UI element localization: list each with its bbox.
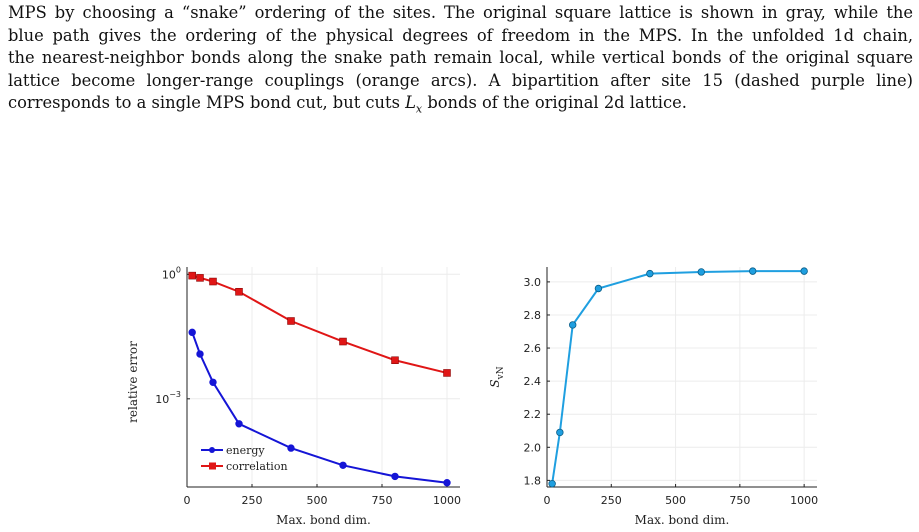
x-tick-label: 1000 <box>433 494 461 507</box>
y-tick-label: 100 <box>162 265 181 281</box>
data-point <box>209 378 217 386</box>
data-point <box>391 356 399 364</box>
legend-marker <box>209 447 215 453</box>
data-point <box>339 337 347 346</box>
data-point <box>235 287 243 296</box>
x-tick-label: 250 <box>601 494 622 507</box>
caption-line: the nearest-neighbor bonds along the sna… <box>8 48 913 68</box>
y-tick-label: 10−3 <box>155 390 181 406</box>
y-axis-label: SvN <box>488 366 506 387</box>
x-tick-label: 500 <box>665 494 686 507</box>
x-tick-label: 500 <box>307 494 328 507</box>
data-point <box>556 428 564 437</box>
y-axis-label: relative error <box>126 341 140 423</box>
figure-caption: MPS by choosing a “snake” ordering of th… <box>8 2 913 121</box>
data-point <box>569 321 577 329</box>
data-point <box>697 268 705 276</box>
chart-panel-2: 0 250 500 750 1000 1.8 2.0 2.2 2.4 2.6 2.8 3.0 Max. … <box>488 267 818 527</box>
x-axis-label: Max. bond dim. <box>635 513 730 527</box>
caption-line: lattice become longer-range couplings (o… <box>8 70 913 90</box>
y-tick-label: 2.4 <box>524 375 542 388</box>
data-point <box>235 420 243 428</box>
data-point <box>646 269 654 278</box>
x-tick-label: 750 <box>372 494 393 507</box>
y-tick-label: 3.0 <box>524 276 542 289</box>
data-point <box>287 444 295 452</box>
data-point <box>339 461 347 469</box>
caption-math: Lx <box>405 93 423 116</box>
caption-line: MPS by choosing a “snake” ordering of th… <box>8 3 913 22</box>
data-point <box>443 369 451 377</box>
y-tick-label: 2.8 <box>524 309 542 322</box>
x-tick-label: 0 <box>544 494 551 507</box>
data-point <box>749 267 757 275</box>
y-tick-label: 2.6 <box>524 342 542 355</box>
legend-label-energy: energy <box>226 444 265 457</box>
data-point <box>594 284 603 293</box>
x-tick-label: 750 <box>729 494 750 507</box>
data-point <box>196 350 204 358</box>
caption-text: corresponds to a single MPS bond cut, bu… <box>8 93 406 113</box>
series-line-entropy <box>551 270 805 484</box>
y-tick-label: 2.2 <box>524 408 542 421</box>
data-point <box>188 271 196 280</box>
data-point <box>188 328 196 337</box>
data-point <box>196 274 204 282</box>
data-point <box>800 267 808 275</box>
series-line-correlation <box>191 274 448 374</box>
y-tick-label: 1.8 <box>524 474 542 487</box>
caption-line: corresponds to a single MPS bond cut, bu… <box>8 92 913 121</box>
data-point <box>443 479 451 487</box>
x-axis-label: Max. bond dim. <box>276 513 371 527</box>
chart-panel-1: 0 250 500 750 1000 100 10−3 Max. bond dim. relat… <box>126 265 461 527</box>
x-tick-label: 250 <box>242 494 263 507</box>
y-tick-label: 2.0 <box>524 441 542 454</box>
legend-label-correlation: correlation <box>226 460 288 473</box>
data-point <box>209 277 217 286</box>
data-point <box>548 479 556 488</box>
caption-line: blue path gives the ordering of the phys… <box>8 25 913 45</box>
x-tick-label: 0 <box>184 494 191 507</box>
caption-text: bonds of the original 2d lattice. <box>422 93 687 113</box>
data-point <box>287 317 295 325</box>
legend-marker <box>209 462 216 470</box>
data-point <box>391 472 399 481</box>
x-tick-label: 1000 <box>790 494 818 507</box>
series-line-energy <box>191 331 448 484</box>
